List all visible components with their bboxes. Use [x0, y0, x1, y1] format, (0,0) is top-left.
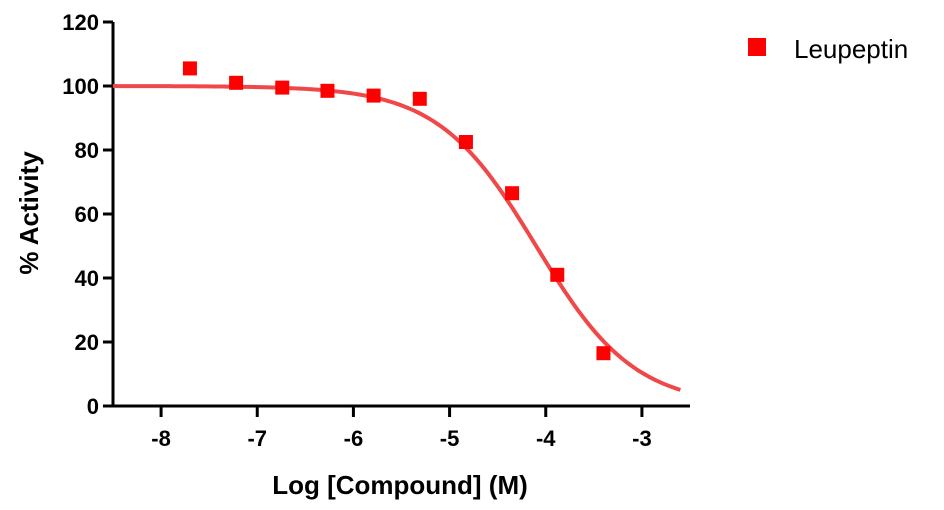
data-point	[320, 83, 335, 98]
data-point	[366, 88, 381, 103]
x-tick-label: -5	[440, 426, 460, 451]
data-points-leupeptin	[182, 61, 611, 361]
y-tick-label: 0	[87, 394, 99, 419]
data-point	[505, 186, 520, 201]
x-tick-label: -6	[344, 426, 364, 451]
x-tick-label: -7	[247, 426, 267, 451]
data-point	[229, 75, 244, 90]
data-point	[182, 61, 197, 76]
x-tick-label: -8	[151, 426, 171, 451]
y-axis: 0 20 40 60 80 100 120	[62, 10, 115, 419]
x-tick-label: -3	[632, 426, 652, 451]
data-point	[412, 91, 427, 106]
y-tick-label: 80	[75, 138, 99, 163]
data-point	[550, 267, 565, 282]
y-tick-label: 100	[62, 74, 99, 99]
legend-label-leupeptin: Leupeptin	[794, 34, 908, 64]
legend-marker-leupeptin	[748, 38, 766, 56]
y-axis-title: % Activity	[14, 151, 44, 275]
fit-curve-leupeptin	[113, 84, 681, 392]
x-tick-label: -4	[536, 426, 556, 451]
data-point	[596, 346, 611, 361]
x-axis-title: Log [Compound] (M)	[272, 470, 528, 500]
y-tick-label: 60	[75, 202, 99, 227]
y-tick-label: 20	[75, 330, 99, 355]
legend: Leupeptin	[748, 34, 908, 64]
data-point	[458, 135, 473, 149]
y-tick-label: 120	[62, 10, 99, 35]
data-point	[275, 80, 290, 95]
x-axis: -8 -7 -6 -5 -4 -3	[113, 404, 690, 451]
y-tick-label: 40	[75, 266, 99, 291]
